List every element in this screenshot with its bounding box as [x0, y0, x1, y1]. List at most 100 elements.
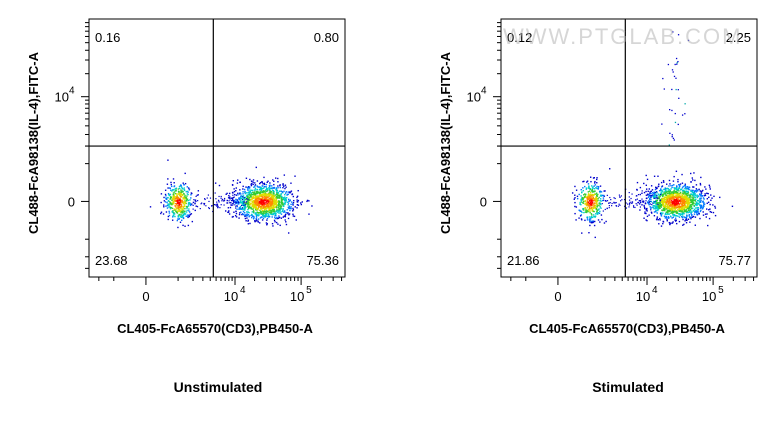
- event-dot: [587, 195, 589, 198]
- event-dot: [270, 191, 272, 193]
- event-dot: [666, 201, 669, 203]
- event-dot: [245, 215, 248, 217]
- event-dot: [645, 200, 647, 202]
- event-dot: [597, 188, 599, 190]
- event-dot: [670, 209, 673, 212]
- event-dot: [674, 210, 676, 213]
- event-dot: [588, 232, 590, 234]
- event-dot: [681, 173, 683, 176]
- event-dot: [284, 201, 287, 204]
- event-dot: [636, 198, 638, 200]
- event-dot: [682, 202, 685, 204]
- event-dot: [699, 204, 701, 206]
- event-dot: [277, 204, 280, 207]
- event-dot: [271, 203, 274, 205]
- event-dot: [599, 185, 602, 187]
- event-dot: [666, 220, 668, 222]
- event-dot: [606, 207, 608, 210]
- event-dot: [667, 207, 669, 209]
- event-dot: [664, 207, 667, 209]
- event-dot: [182, 217, 185, 220]
- event-dot: [649, 203, 651, 205]
- event-dot: [270, 213, 273, 216]
- event-dot: [260, 186, 262, 189]
- event-dot: [247, 188, 249, 190]
- event-dot: [672, 192, 675, 195]
- event-dot: [274, 213, 277, 215]
- event-dot: [701, 208, 704, 210]
- event-dot: [184, 210, 186, 212]
- event-dot: [699, 217, 701, 220]
- event-dot: [177, 202, 179, 205]
- event-dot: [168, 187, 171, 189]
- event-dot: [172, 188, 174, 191]
- event-dot: [284, 198, 286, 201]
- event-dot: [274, 201, 276, 204]
- event-dot: [265, 189, 267, 191]
- event-dot: [172, 197, 174, 199]
- event-dot: [584, 193, 586, 195]
- event-dot: [687, 207, 689, 210]
- event-dot: [701, 201, 704, 203]
- event-dot: [681, 204, 683, 206]
- event-dot: [256, 209, 258, 211]
- event-dot: [235, 189, 237, 192]
- event-dot: [690, 205, 693, 208]
- x-axis: 0 10 4 10 5: [98, 277, 343, 304]
- event-dot: [220, 197, 222, 199]
- event-dot: [255, 190, 258, 193]
- event-dot: [263, 176, 265, 179]
- event-dot: [679, 206, 682, 208]
- event-dot: [289, 209, 291, 212]
- event-dot: [180, 203, 183, 206]
- event-dot: [667, 197, 669, 199]
- event-dot: [191, 220, 194, 223]
- event-dot: [241, 202, 244, 205]
- event-dot: [268, 187, 270, 190]
- event-dot: [653, 206, 655, 209]
- event-dot: [163, 206, 165, 208]
- event-dot: [285, 199, 287, 202]
- event-dot: [182, 224, 184, 227]
- event-dot: [237, 203, 239, 205]
- event-dot: [182, 213, 185, 215]
- event-dot: [674, 112, 676, 115]
- event-dot: [643, 182, 645, 185]
- event-dot: [179, 199, 181, 201]
- event-dot: [690, 216, 692, 218]
- event-dot: [708, 217, 711, 220]
- event-dot: [580, 218, 583, 220]
- event-dot: [693, 186, 695, 188]
- event-dot: [671, 197, 673, 199]
- event-dot: [590, 193, 592, 196]
- event-dot: [177, 226, 179, 229]
- event-dot: [204, 198, 206, 201]
- event-dot: [685, 197, 687, 199]
- event-dot: [653, 197, 655, 199]
- event-dot: [244, 204, 246, 207]
- event-dot: [287, 202, 290, 204]
- event-dot: [687, 202, 689, 204]
- event-dot: [673, 75, 676, 78]
- event-dot: [592, 214, 595, 216]
- event-dot: [245, 203, 247, 205]
- event-dot: [294, 175, 296, 177]
- event-dot: [177, 215, 179, 218]
- event-dot: [272, 200, 274, 202]
- event-dot: [603, 195, 606, 197]
- event-dot: [244, 214, 246, 216]
- event-dot: [669, 215, 672, 217]
- event-dot: [253, 194, 256, 196]
- event-dot: [679, 183, 682, 185]
- event-dot: [244, 192, 247, 195]
- event-dot: [253, 191, 256, 193]
- event-dot: [579, 203, 581, 205]
- event-dot: [628, 204, 631, 206]
- event-dot: [662, 194, 664, 196]
- event-dot: [594, 205, 596, 208]
- event-dot: [665, 189, 667, 191]
- event-dot: [689, 195, 691, 197]
- event-dot: [170, 196, 172, 198]
- event-dot: [215, 198, 217, 200]
- event-dot: [259, 192, 261, 194]
